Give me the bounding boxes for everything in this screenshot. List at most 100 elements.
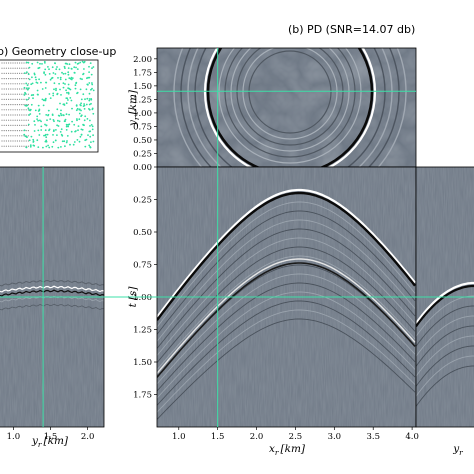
geometry-point (67, 99, 69, 101)
geometry-point-grey (5, 124, 7, 126)
geometry-point (87, 76, 89, 79)
geometry-point (28, 78, 31, 81)
geometry-point (70, 67, 73, 70)
geometry-point-grey (12, 62, 14, 64)
depth-slice-ring-inner (242, 48, 338, 140)
depth-slice-ring-inner (248, 50, 332, 134)
geometry-point (44, 123, 46, 126)
geometry-point (38, 113, 41, 115)
geometry-point (28, 66, 31, 69)
geometry-point-grey (3, 124, 5, 126)
geometry-point (52, 141, 55, 144)
geometry-point-grey (8, 119, 10, 121)
geometry-point-grey (14, 67, 16, 69)
geometry-point-grey (10, 72, 12, 74)
geometry-point (80, 134, 83, 136)
geometry-point (29, 145, 32, 148)
geometry-point (33, 130, 36, 132)
geometry-point (24, 92, 27, 95)
geometry-point (47, 66, 49, 68)
geometry-point-grey (19, 119, 21, 121)
geometry-point-grey (19, 88, 21, 90)
geometry-point-grey (1, 109, 3, 111)
geometry-point-grey (21, 72, 23, 74)
main-event-ghost (157, 219, 416, 342)
right-x-sub: r (459, 448, 463, 457)
geometry-point (91, 108, 94, 111)
geometry-point-grey (8, 78, 10, 80)
geometry-point (29, 144, 32, 147)
geometry-point (68, 63, 71, 66)
depth-slice-y-unit: [km] (127, 89, 139, 114)
geometry-point-grey (3, 130, 5, 132)
geometry-point-grey (12, 93, 14, 95)
depth-slice-ring-inner (224, 48, 356, 158)
geometry-point-grey (5, 78, 7, 80)
geometry-point (62, 103, 65, 106)
geometry-point (68, 113, 70, 116)
geometry-point (82, 105, 85, 107)
geometry-point-grey (21, 114, 23, 116)
geometry-point (76, 107, 79, 110)
geometry-point (61, 71, 63, 74)
geometry-point (59, 131, 62, 133)
geometry-point-grey (19, 67, 21, 69)
geometry-point (45, 140, 48, 143)
geometry-point (23, 129, 26, 132)
geometry-point-grey (12, 83, 14, 85)
left-x-sub: r (38, 440, 42, 449)
geometry-point (44, 73, 47, 76)
geometry-points (1, 60, 95, 149)
geometry-point-grey (10, 83, 12, 85)
geometry-point (27, 73, 30, 76)
geometry-point-grey (5, 104, 7, 106)
geometry-point-grey (10, 98, 12, 100)
geometry-point (62, 82, 65, 85)
geometry-point (67, 67, 70, 69)
main-y-unit: [s] (127, 286, 139, 300)
geometry-point (25, 146, 28, 149)
geometry-point-grey (12, 78, 14, 80)
depth-slice-y-tick-label: 1.50 (133, 82, 152, 92)
geometry-point (90, 141, 92, 144)
geometry-point-grey (3, 104, 5, 106)
main-event-black (157, 191, 416, 321)
left-gather-panel: 1.0 1.5 2.0 yr [km] (0, 166, 105, 449)
geometry-point (26, 87, 28, 89)
depth-slice-ring-black (206, 48, 374, 167)
geometry-point-grey (1, 124, 3, 126)
main-y-tick-label: 0.75 (133, 261, 152, 271)
geometry-point-grey (12, 109, 14, 111)
geometry-point (55, 89, 57, 92)
geometry-point (86, 118, 89, 120)
geometry-point (77, 125, 80, 127)
geometry-point-grey (12, 67, 14, 69)
main-x-tick-label: 3.0 (328, 432, 342, 442)
geometry-point (34, 76, 37, 79)
geometry-point-grey (21, 78, 23, 80)
left-x-tick-label: 2.0 (81, 432, 95, 442)
geometry-point (32, 138, 35, 141)
geometry-point-grey (23, 98, 25, 100)
geometry-point (83, 68, 85, 70)
geometry-point (36, 118, 38, 120)
geometry-point-grey (3, 72, 5, 74)
main-y-tick-label: 1.00 (133, 293, 152, 303)
geometry-point-grey (16, 140, 18, 142)
main-y-var: t (127, 302, 139, 307)
geometry-point-grey (21, 119, 23, 121)
geometry-point (89, 125, 91, 127)
geometry-point (53, 129, 55, 132)
geometry-point-grey (23, 104, 25, 106)
geometry-point-grey (1, 135, 3, 137)
geometry-point (51, 113, 54, 116)
right-gather-panel: yr (415, 166, 474, 457)
geometry-point-grey (1, 130, 3, 132)
main-event-ghost (157, 300, 416, 406)
geometry-point (30, 135, 33, 138)
geometry-point (35, 78, 37, 81)
geometry-point-grey (19, 124, 21, 126)
geometry-point-grey (10, 145, 12, 147)
geometry-point (74, 87, 77, 90)
geometry-point-grey (1, 72, 3, 74)
